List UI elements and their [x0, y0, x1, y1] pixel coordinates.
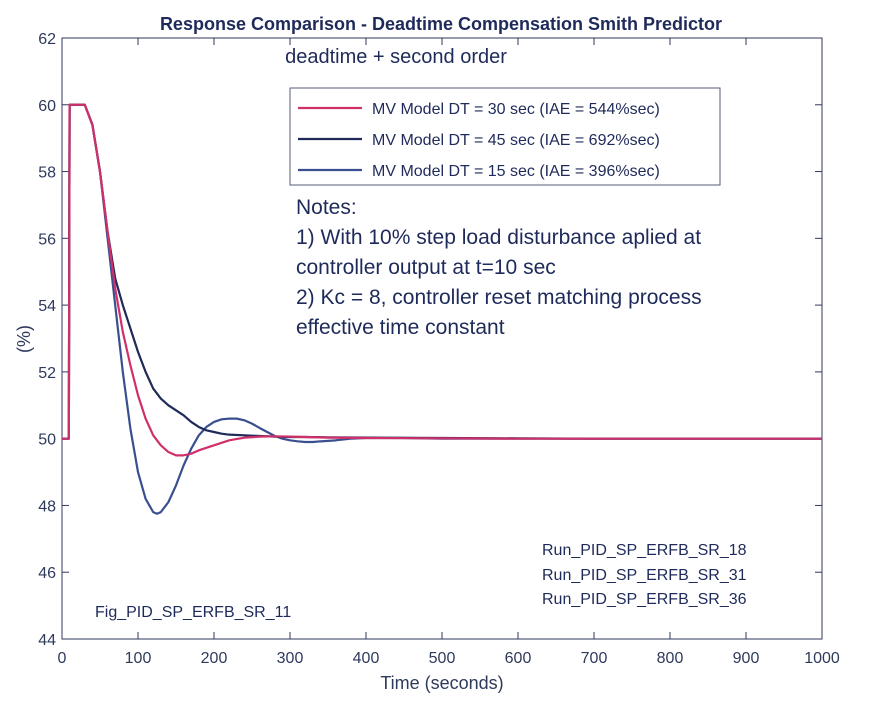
- x-axis-label: Time (seconds): [380, 673, 503, 693]
- x-tick-label: 900: [733, 650, 760, 667]
- chart-subtitle: deadtime + second order: [285, 46, 507, 68]
- run-id-36: Run_PID_SP_ERFB_SR_36: [542, 591, 747, 608]
- series-line-dt30: [62, 103, 822, 457]
- y-tick-label: 44: [38, 632, 56, 649]
- y-tick-label: 48: [38, 498, 56, 515]
- legend-box: [289, 87, 721, 186]
- x-tick-label: 400: [353, 650, 380, 667]
- x-tick-label: 700: [581, 650, 608, 667]
- notes-line-4: effective time constant: [296, 316, 505, 339]
- notes-line-1: 1) With 10% step load disturbance aplied…: [296, 226, 701, 249]
- y-tick-label: 56: [38, 231, 56, 248]
- notes-line-3: 2) Kc = 8, controller reset matching pro…: [296, 286, 702, 309]
- notes-annotation: Notes: 1) With 10% step load disturbance…: [296, 196, 702, 339]
- legend-entry-dt45: MV Model DT = 45 sec (IAE = 692%sec): [372, 132, 660, 149]
- x-tick-label: 300: [277, 650, 304, 667]
- y-tick-label: 62: [38, 31, 56, 48]
- legend: MV Model DT = 30 sec (IAE = 544%sec) MV …: [289, 87, 721, 186]
- y-tick-label: 58: [38, 165, 56, 182]
- series-lines: [62, 103, 822, 515]
- y-tick-label: 50: [38, 432, 56, 449]
- run-id-31: Run_PID_SP_ERFB_SR_31: [542, 567, 747, 584]
- chart-title: Response Comparison - Deadtime Compensat…: [160, 14, 722, 34]
- y-tick-label: 46: [38, 565, 56, 582]
- y-tick-label: 54: [38, 298, 56, 315]
- notes-heading: Notes:: [296, 196, 357, 219]
- x-tick-label: 600: [505, 650, 532, 667]
- axes-ticks: 0 100 200 300 400 500 600 700 800 900 1000 44 46 48 50…: [38, 31, 840, 667]
- x-tick-label: 0: [58, 650, 67, 667]
- x-tick-label: 100: [125, 650, 152, 667]
- x-tick-label: 800: [657, 650, 684, 667]
- y-tick-label: 60: [38, 98, 56, 115]
- x-tick-label: 1000: [804, 650, 840, 667]
- figure-id: Fig_PID_SP_ERFB_SR_11: [95, 604, 291, 621]
- run-ids: Run_PID_SP_ERFB_SR_18 Run_PID_SP_ERFB_SR…: [542, 542, 747, 608]
- legend-entry-dt15: MV Model DT = 15 sec (IAE = 396%sec): [372, 163, 660, 180]
- x-tick-label: 200: [201, 650, 228, 667]
- x-tick-label: 500: [429, 650, 456, 667]
- y-axis-label: (%): [14, 325, 34, 353]
- notes-line-2: controller output at t=10 sec: [296, 256, 556, 279]
- run-id-18: Run_PID_SP_ERFB_SR_18: [542, 542, 747, 559]
- legend-entry-dt30: MV Model DT = 30 sec (IAE = 544%sec): [372, 101, 660, 118]
- y-tick-label: 52: [38, 365, 56, 382]
